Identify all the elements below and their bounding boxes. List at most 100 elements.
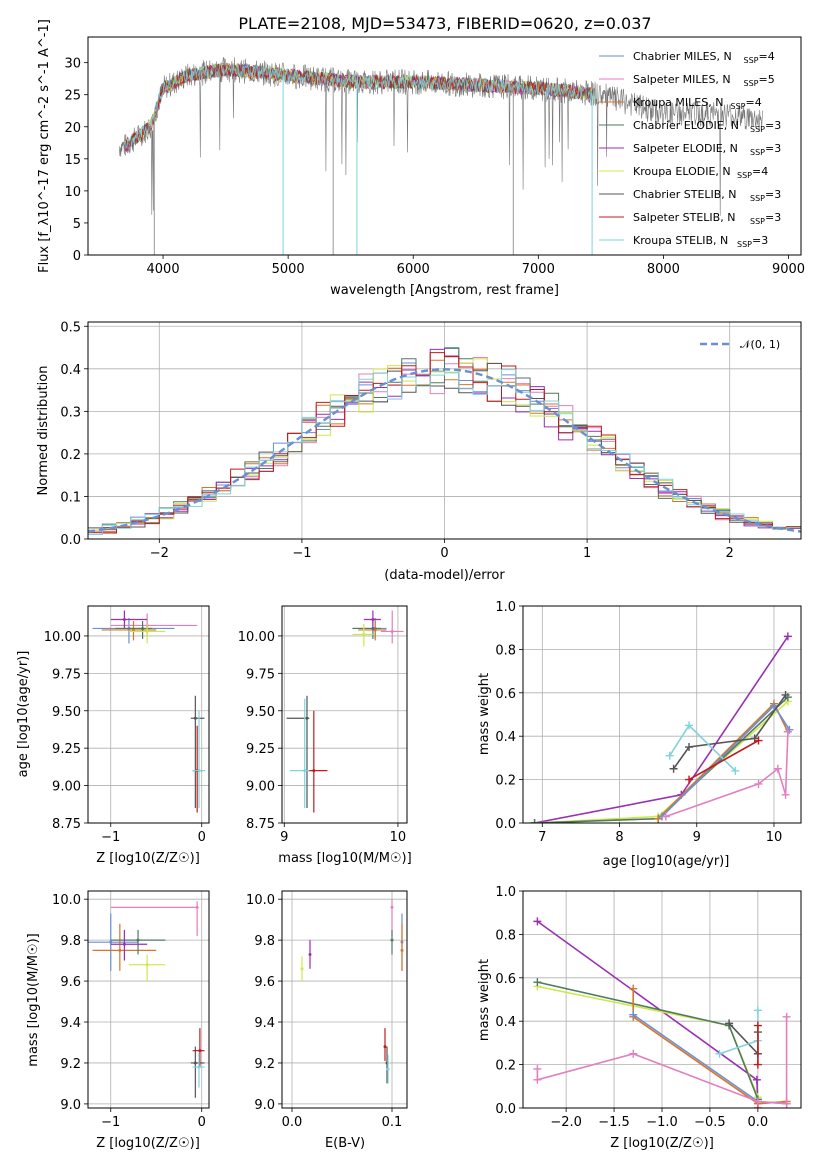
y-tick-label: 10.00 xyxy=(44,630,81,645)
weight-marker xyxy=(752,1075,761,1084)
y-tick-label: 0.0 xyxy=(495,817,516,832)
y-tick-label: 0.2 xyxy=(495,774,516,789)
y-tick-label: 9.00 xyxy=(246,780,275,795)
y-tick-label: 9.4 xyxy=(60,1016,81,1031)
y-tick-label: 9.75 xyxy=(246,667,275,682)
legend-nssp: SSP=4 xyxy=(737,165,768,180)
data-point xyxy=(193,1061,197,1065)
x-tick-label: 0 xyxy=(198,830,206,845)
data-point xyxy=(145,629,149,633)
weight-marker xyxy=(715,1049,724,1058)
weight-marker xyxy=(629,1049,638,1058)
x-tick-label: −1 xyxy=(292,546,311,561)
legend-label: Chabrier ELODIE, N xyxy=(633,119,739,132)
model-spectrum-8 xyxy=(125,61,595,149)
weight-marker xyxy=(533,917,542,926)
x-axis-label: Z [log10(Z/Z☉)] xyxy=(96,851,200,866)
weight-marker xyxy=(629,984,638,993)
weight-marker xyxy=(685,721,694,730)
y-tick-label: 9.2 xyxy=(60,1057,81,1072)
x-axis-label: (data-model)/error xyxy=(384,568,505,583)
x-tick-label: 6000 xyxy=(397,262,430,277)
weight-marker xyxy=(629,1010,638,1019)
y-axis-label: Normed distribution xyxy=(36,366,51,496)
y-axis-label: age [log10(age/yr)] xyxy=(16,651,31,778)
axes-frame xyxy=(87,890,210,1109)
y-tick-label: 1.0 xyxy=(495,885,516,900)
gaussian-reference xyxy=(88,368,801,533)
weight-marker xyxy=(685,775,694,784)
y-tick-label: 15 xyxy=(64,153,81,168)
x-tick-label: 10 xyxy=(390,830,407,845)
axes-frame xyxy=(87,321,802,540)
weight-marker xyxy=(530,819,539,823)
x-tick-label: −1 xyxy=(101,830,120,845)
x-tick-label: 0.0 xyxy=(748,1115,769,1130)
weight-marker xyxy=(533,1075,542,1084)
weight-marker xyxy=(533,1064,542,1073)
y-tick-label: 9.0 xyxy=(254,1098,275,1113)
data-point xyxy=(400,948,404,952)
data-point xyxy=(373,628,377,632)
y-tick-label: 9.00 xyxy=(52,780,81,795)
y-tick-label: 9.25 xyxy=(52,742,81,757)
data-point xyxy=(362,632,366,636)
y-tick-label: 9.25 xyxy=(246,742,275,757)
weight-marker xyxy=(769,701,778,710)
y-tick-label: 0.0 xyxy=(495,1102,516,1117)
x-tick-label: 7000 xyxy=(522,262,555,277)
weight-marker xyxy=(685,743,694,752)
x-tick-label: 8000 xyxy=(647,262,680,277)
data-point xyxy=(109,940,113,944)
weight-marker xyxy=(753,1006,762,1015)
weight-marker xyxy=(781,790,790,799)
weight-marker xyxy=(773,764,782,773)
residual_histogram-plot-area xyxy=(88,347,801,535)
age_vs_Z-plot-area xyxy=(92,610,206,813)
spectrum-plot-area xyxy=(119,56,764,255)
y-tick-label: 0.1 xyxy=(60,490,81,505)
x-tick-label: 7 xyxy=(538,830,546,845)
data-point xyxy=(305,716,309,720)
data-point xyxy=(308,952,312,956)
x-tick-label: 9 xyxy=(280,830,288,845)
y-tick-label: 9.2 xyxy=(254,1057,275,1072)
mass_vs_EBV-plot-area xyxy=(300,899,404,1084)
x-tick-label: 9000 xyxy=(772,262,805,277)
y-tick-label: 9.6 xyxy=(254,975,275,990)
y-tick-label: 0.6 xyxy=(495,687,516,702)
weight-marker xyxy=(731,766,740,775)
legend-nssp: SSP=4 xyxy=(731,96,762,111)
y-axis-label: mass [log10(M/M☉)] xyxy=(26,933,41,1066)
weight-series-1 xyxy=(665,731,789,818)
legend-label: Salpeter STELIB, N xyxy=(633,211,735,224)
y-tick-label: 10 xyxy=(64,185,81,200)
data-point xyxy=(141,626,145,630)
mass_weight_vs_age-plot-area xyxy=(530,632,794,823)
y-tick-label: 9.4 xyxy=(254,1016,275,1031)
data-point xyxy=(197,1065,201,1069)
legend-nssp: SSP=3 xyxy=(750,211,781,226)
legend-nssp: SSP=4 xyxy=(744,50,775,65)
weight-series-3 xyxy=(534,696,789,823)
data-point xyxy=(303,769,307,773)
y-tick-label: 9.6 xyxy=(60,975,81,990)
x-tick-label: 0.0 xyxy=(282,1115,303,1130)
y-axis-label: mass weight xyxy=(477,959,492,1041)
data-point xyxy=(122,617,126,621)
data-point xyxy=(122,942,126,946)
weight-series-3 xyxy=(537,981,759,1100)
legend-label: Kroupa STELIB, N xyxy=(633,234,728,247)
axes-frame xyxy=(87,605,210,824)
weight-marker xyxy=(533,978,542,987)
data-point xyxy=(383,1045,387,1049)
x-tick-label: 0 xyxy=(440,546,448,561)
y-tick-label: 9.8 xyxy=(254,934,275,949)
data-point xyxy=(300,967,304,971)
figure-title: PLATE=2108, MJD=53473, FIBERID=0620, z=0… xyxy=(238,14,651,33)
weight-marker xyxy=(753,1097,762,1106)
data-point xyxy=(193,716,197,720)
axes-frame xyxy=(522,890,802,1109)
y-tick-label: 10.0 xyxy=(246,893,275,908)
